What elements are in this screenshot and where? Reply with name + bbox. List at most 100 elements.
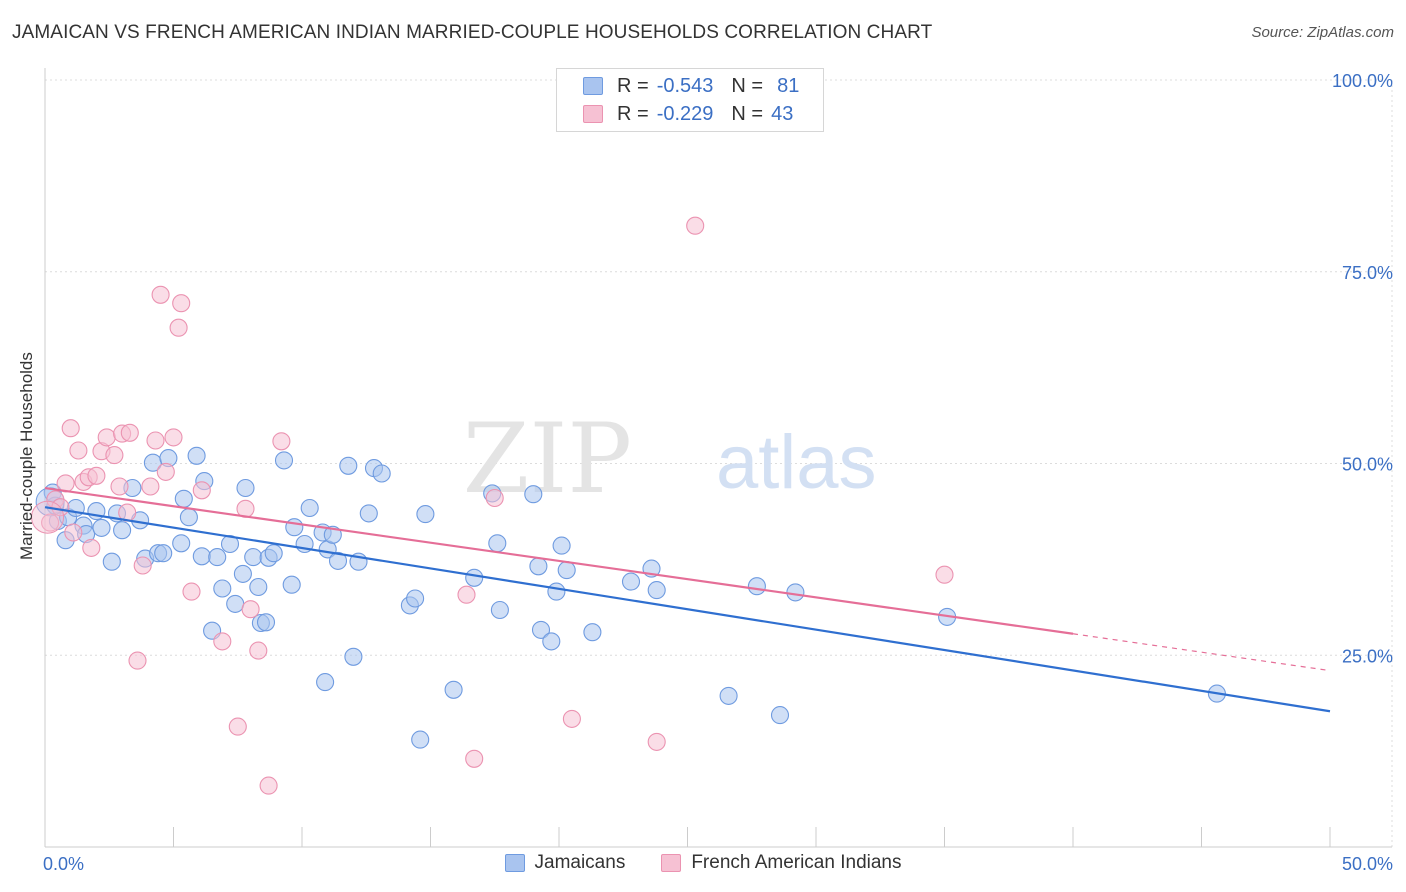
data-point xyxy=(562,709,581,728)
data-point xyxy=(87,466,106,485)
y-axis-label: Married-couple Households xyxy=(17,352,36,560)
y-tick-label: 50.0% xyxy=(1342,455,1393,475)
data-point xyxy=(192,547,211,566)
data-point xyxy=(406,589,425,608)
data-point xyxy=(249,641,268,660)
data-point xyxy=(935,565,954,584)
data-point xyxy=(339,456,358,475)
data-point xyxy=(264,544,283,563)
data-point xyxy=(542,632,561,651)
x-tick-label-min: 0.0% xyxy=(43,854,84,874)
data-point xyxy=(259,776,278,795)
data-point xyxy=(61,419,80,438)
y-tick-label: 75.0% xyxy=(1342,263,1393,283)
chart-title: JAMAICAN VS FRENCH AMERICAN INDIAN MARRI… xyxy=(12,22,933,43)
data-point xyxy=(113,521,132,540)
data-point xyxy=(151,285,170,304)
x-tick-label-max: 50.0% xyxy=(1342,854,1393,874)
data-point xyxy=(282,575,301,594)
data-point xyxy=(226,594,245,613)
data-point xyxy=(82,538,101,557)
data-point xyxy=(208,548,227,567)
legend-label-french-american-indians: French American Indians xyxy=(691,852,902,873)
trend-line-french-american-indians xyxy=(44,486,1074,635)
data-point xyxy=(133,556,152,575)
data-point xyxy=(146,431,165,450)
data-point xyxy=(416,505,435,524)
data-point xyxy=(274,451,294,470)
data-point xyxy=(457,585,476,604)
data-point xyxy=(64,523,83,542)
stats-legend-row-jamaicans: R = -0.543 N = 81 xyxy=(583,73,799,99)
trend-line-jamaicans xyxy=(44,506,1331,713)
data-point xyxy=(172,294,191,313)
data-point xyxy=(316,673,335,692)
data-point xyxy=(621,572,641,591)
series-legend: Jamaicans French American Indians xyxy=(0,852,1406,874)
data-point xyxy=(272,432,291,451)
data-point xyxy=(182,582,201,601)
n-label: N = xyxy=(731,74,764,97)
data-point xyxy=(102,552,121,571)
r-label: R = xyxy=(617,102,649,125)
data-point xyxy=(187,446,206,465)
watermark: ZIP atlas xyxy=(463,403,877,515)
data-point xyxy=(524,485,543,504)
trend-lines xyxy=(44,486,1331,713)
source-label: Source: ZipAtlas.com xyxy=(1251,24,1394,41)
data-point xyxy=(770,706,790,725)
data-point xyxy=(110,477,129,496)
data-point xyxy=(169,318,188,337)
y-tick-label: 25.0% xyxy=(1342,646,1393,666)
data-point xyxy=(172,534,191,553)
data-point xyxy=(490,600,509,620)
data-point xyxy=(465,568,484,587)
data-point xyxy=(228,717,247,736)
data-point xyxy=(156,462,175,481)
data-point xyxy=(285,518,304,537)
data-point xyxy=(647,581,666,600)
legend-label-jamaicans: Jamaicans xyxy=(534,852,626,873)
stats-legend: R = -0.543 N = 81 R = -0.229 N = 43 xyxy=(556,68,824,132)
data-point xyxy=(154,544,173,563)
data-point xyxy=(241,600,260,619)
data-point xyxy=(372,464,391,483)
data-point xyxy=(120,423,139,442)
r-value-jamaicans: -0.543 xyxy=(656,74,714,97)
data-point xyxy=(174,489,193,508)
data-point xyxy=(344,647,363,666)
data-point xyxy=(256,613,276,632)
legend-item-jamaicans: Jamaicans xyxy=(504,852,626,874)
data-point xyxy=(328,551,348,570)
data-point xyxy=(213,579,232,598)
stats-legend-row-french-american-indians: R = -0.229 N = 43 xyxy=(583,101,793,127)
data-point xyxy=(529,557,548,576)
data-point xyxy=(359,504,378,523)
data-point xyxy=(236,478,255,498)
data-point xyxy=(213,632,232,651)
n-label: N = xyxy=(731,102,764,125)
data-point xyxy=(244,548,263,567)
legend-swatch-french-american-indians xyxy=(661,854,682,872)
n-value-french-american-indians: 43 xyxy=(771,102,794,125)
n-value-jamaicans: 81 xyxy=(777,74,800,97)
data-point xyxy=(411,730,430,749)
data-point xyxy=(164,428,183,447)
data-point xyxy=(179,508,198,527)
data-point xyxy=(547,582,566,601)
swatch-french-american-indians xyxy=(583,105,603,123)
watermark-atlas: atlas xyxy=(716,420,877,505)
legend-item-french-american-indians: French American Indians xyxy=(661,852,902,874)
data-point xyxy=(557,561,576,580)
data-point xyxy=(92,518,111,537)
data-point xyxy=(192,481,211,500)
data-point xyxy=(552,536,571,555)
data-point xyxy=(465,749,484,768)
data-point xyxy=(141,477,160,496)
data-point xyxy=(41,513,60,532)
data-point xyxy=(128,651,147,670)
data-point xyxy=(583,623,602,642)
data-point xyxy=(686,216,705,235)
data-point xyxy=(485,488,504,508)
